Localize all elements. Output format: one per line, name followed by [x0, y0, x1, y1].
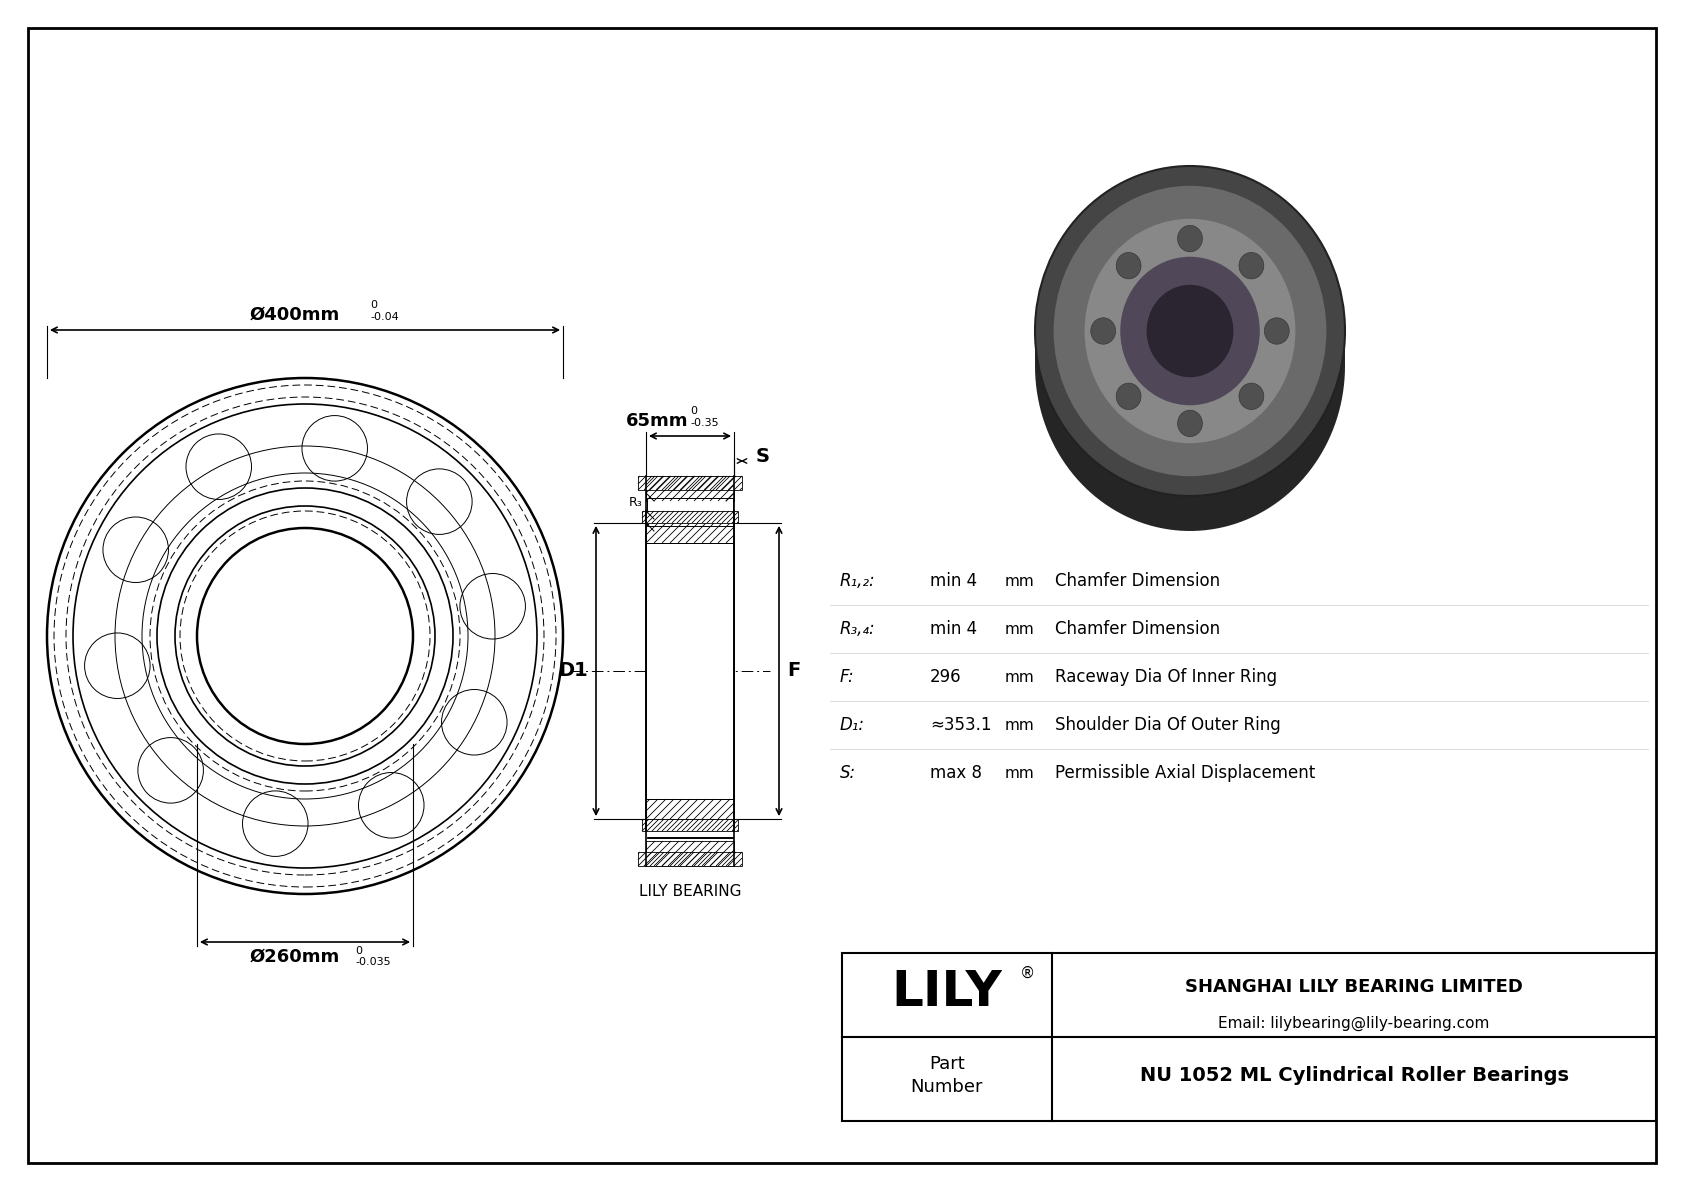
Ellipse shape [1147, 285, 1233, 378]
Text: R₃,₄:: R₃,₄: [840, 621, 876, 638]
Ellipse shape [1116, 384, 1142, 410]
Text: S:: S: [840, 763, 855, 782]
Text: mm: mm [1005, 717, 1034, 732]
Text: LILY: LILY [891, 967, 1002, 1016]
Ellipse shape [1084, 219, 1295, 443]
Ellipse shape [1177, 410, 1202, 437]
Ellipse shape [1239, 252, 1263, 279]
Text: R₁: R₁ [694, 480, 707, 493]
Text: Ø400mm: Ø400mm [249, 306, 340, 324]
Ellipse shape [1036, 166, 1346, 495]
Ellipse shape [1116, 252, 1142, 279]
Text: -0.04: -0.04 [370, 312, 399, 322]
Text: -0.035: -0.035 [355, 958, 391, 967]
Bar [638, 852, 743, 866]
Text: Chamfer Dimension: Chamfer Dimension [1054, 572, 1221, 590]
Text: 0: 0 [690, 406, 697, 416]
Text: Chamfer Dimension: Chamfer Dimension [1054, 621, 1221, 638]
Ellipse shape [1177, 225, 1202, 251]
Text: SHANGHAI LILY BEARING LIMITED: SHANGHAI LILY BEARING LIMITED [1186, 978, 1522, 996]
Bar [647, 799, 734, 819]
Ellipse shape [1239, 384, 1263, 410]
Text: mm: mm [1005, 669, 1034, 685]
Ellipse shape [1054, 186, 1327, 476]
Text: ®: ® [1019, 966, 1034, 981]
Ellipse shape [1036, 166, 1346, 495]
Bar [647, 498, 733, 526]
Text: R₃: R₃ [628, 495, 642, 509]
Text: R₁,₂:: R₁,₂: [840, 572, 876, 590]
Text: Raceway Dia Of Inner Ring: Raceway Dia Of Inner Ring [1054, 668, 1276, 686]
Text: min 4: min 4 [930, 621, 977, 638]
Text: 0: 0 [370, 300, 377, 310]
Polygon shape [1036, 331, 1346, 531]
Bar [638, 476, 743, 490]
Ellipse shape [1265, 318, 1290, 344]
Text: 296: 296 [930, 668, 962, 686]
Text: ≈353.1: ≈353.1 [930, 716, 992, 734]
Ellipse shape [1054, 186, 1327, 476]
Bar [642, 819, 738, 831]
Text: 0: 0 [355, 946, 362, 956]
Text: R₄: R₄ [648, 525, 662, 538]
Bar [647, 841, 734, 866]
Ellipse shape [1120, 257, 1260, 405]
Text: F: F [786, 661, 800, 680]
Text: D₁:: D₁: [840, 716, 866, 734]
Text: mm: mm [1005, 574, 1034, 588]
Text: S: S [756, 448, 770, 467]
Text: LILY BEARING: LILY BEARING [638, 884, 741, 899]
Text: min 4: min 4 [930, 572, 977, 590]
Text: Email: lilybearing@lily-bearing.com: Email: lilybearing@lily-bearing.com [1218, 1016, 1490, 1031]
Text: F:: F: [840, 668, 854, 686]
Text: NU 1052 ML Cylindrical Roller Bearings: NU 1052 ML Cylindrical Roller Bearings [1140, 1066, 1568, 1085]
Ellipse shape [1091, 318, 1115, 344]
Text: -0.35: -0.35 [690, 418, 719, 428]
Text: 65mm: 65mm [625, 412, 689, 430]
Bar [647, 523, 734, 543]
Text: mm: mm [1005, 766, 1034, 780]
Text: R₂: R₂ [670, 484, 684, 497]
Text: Ø260mm: Ø260mm [249, 948, 340, 966]
Bar [647, 476, 734, 501]
Bar [647, 543, 734, 799]
Text: D1: D1 [559, 661, 588, 680]
Text: Shoulder Dia Of Outer Ring: Shoulder Dia Of Outer Ring [1054, 716, 1282, 734]
Polygon shape [1036, 168, 1169, 494]
Ellipse shape [1084, 219, 1295, 443]
Text: max 8: max 8 [930, 763, 982, 782]
Bar [842, 953, 1655, 1121]
Text: Part
Number: Part Number [911, 1055, 983, 1097]
Text: mm: mm [1005, 622, 1034, 636]
Bar [642, 511, 738, 523]
Ellipse shape [1147, 285, 1233, 378]
Text: Permissible Axial Displacement: Permissible Axial Displacement [1054, 763, 1315, 782]
Ellipse shape [1120, 257, 1260, 405]
